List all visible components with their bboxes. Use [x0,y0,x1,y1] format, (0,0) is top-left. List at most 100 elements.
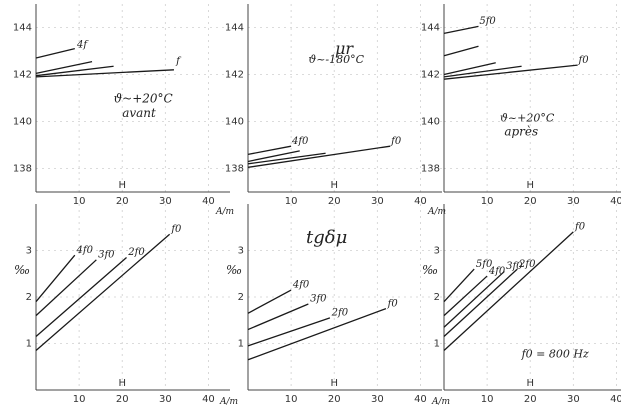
y-tick-label: 2 [434,292,440,303]
annotation: ϑ~+20°C [500,112,555,125]
y-tick-label: 140 [225,117,244,128]
x-tick-label: 20 [116,394,129,405]
x-tick-label: 20 [328,394,341,405]
y-tick-label: 144 [421,23,440,34]
x-tick-label: 10 [73,394,86,405]
x-tick-label: 40 [610,394,621,405]
annotation: après [504,125,538,139]
x-tick-label: 40 [202,196,215,207]
x-axis-label: H [526,180,534,191]
panel-bottom-left: 10 20 30 40 3 2 1 H A/m ‰ f0 2f0 3f0 4f0 [14,204,238,406]
series-label: 3f0 [506,261,523,272]
series-line [443,25,479,35]
y-tick-label: 140 [13,117,32,128]
y-tick-label: 144 [225,23,244,34]
annotation: avant [122,106,156,120]
y-tick-label: 3 [434,246,440,257]
annotation: f0 = 800 Hz [521,347,589,360]
annotation: ϑ~+20°C [114,92,173,106]
y-tick-label: 140 [421,117,440,128]
x-tick-label: 10 [481,394,494,405]
series-line [443,45,479,57]
x-tick-label: 30 [371,394,384,405]
y-tick-label: 142 [13,70,32,81]
series-line [247,145,391,168]
series-line [35,259,97,317]
y-tick-label: 1 [26,339,32,350]
series-label: 5f0 [476,259,493,270]
panels: 10 20 30 40144142140138HA/mf4fϑ~+20°Cavant1… [13,4,621,406]
unit-label: A/m [431,397,450,406]
series-line [247,303,309,331]
y-tick-label: 1 [434,339,440,350]
series-label: 4f [76,39,89,50]
series-label: 4f0 [76,245,94,256]
x-tick-label: 40 [610,196,621,207]
series-line [35,233,171,351]
series-label: f0 [574,222,586,233]
series-line [443,231,574,351]
y-tick-label: 3 [238,246,244,257]
y-tick-label: 144 [13,23,32,34]
series-label: 3f0 [98,249,115,260]
x-axis-label: H [118,378,126,389]
series-label: 5f0 [479,16,496,27]
panel-top-center: 10 20 30 40 144 142 140 138 H A/m f0 4f0 ϑ~-180°C [225,4,446,217]
unit-label: A/m [219,397,238,406]
panel-top-right: 10203040144142140138HA/mf05f0ϑ~+20°Caprè… [421,4,621,207]
series-label: 3f0 [310,294,327,305]
series-line [247,308,387,361]
y-tick-label: 2 [26,292,32,303]
x-tick-label: 40 [202,394,215,405]
series-label: f [175,56,182,67]
x-axis-label: H [330,378,338,389]
series-label: 4f0 [292,280,310,291]
y-axis-label: ‰ [226,263,242,277]
y-tick-label: 138 [421,164,440,175]
series-label: 2f0 [331,308,349,319]
x-tick-label: 10 [285,394,298,405]
series-line [35,69,174,78]
x-tick-label: 30 [567,196,580,207]
y-tick-label: 138 [13,164,32,175]
series-line [443,270,505,328]
series-label: 4f0 [291,136,309,147]
x-tick-label: 30 [159,196,172,207]
x-tick-label: 40 [414,196,427,207]
x-tick-label: 20 [524,196,537,207]
unit-label: A/m [215,207,234,217]
annotation: ϑ~-180°C [308,53,364,66]
series-label: f0 [170,224,182,235]
series-line [247,317,331,347]
x-tick-label: 20 [116,196,129,207]
x-tick-label: 10 [73,196,86,207]
x-axis-label: H [526,378,534,389]
x-tick-label: 30 [159,394,172,405]
x-tick-label: 10 [285,196,298,207]
unit-label: A/m [427,207,446,217]
series-line [443,268,475,303]
y-axis-label: ‰ [422,263,438,277]
x-tick-label: 10 [481,196,494,207]
x-tick-label: 20 [524,394,537,405]
y-tick-label: 1 [238,339,244,350]
y-tick-label: 138 [225,164,244,175]
x-tick-label: 30 [567,394,580,405]
series-label: f0 [390,136,402,147]
series-label: 4f0 [488,266,506,277]
series-line [35,256,127,338]
x-tick-label: 40 [414,394,427,405]
x-axis-label: H [330,180,338,191]
series-line [443,275,488,317]
series-label: 2f0 [518,259,536,270]
x-tick-label: 30 [371,196,384,207]
series-label: 2f0 [127,247,145,258]
series-line [443,65,522,78]
y-tick-label: 142 [421,70,440,81]
series-line [35,254,76,303]
series-line [443,268,518,338]
series-line [247,145,292,156]
series-line [247,150,300,163]
